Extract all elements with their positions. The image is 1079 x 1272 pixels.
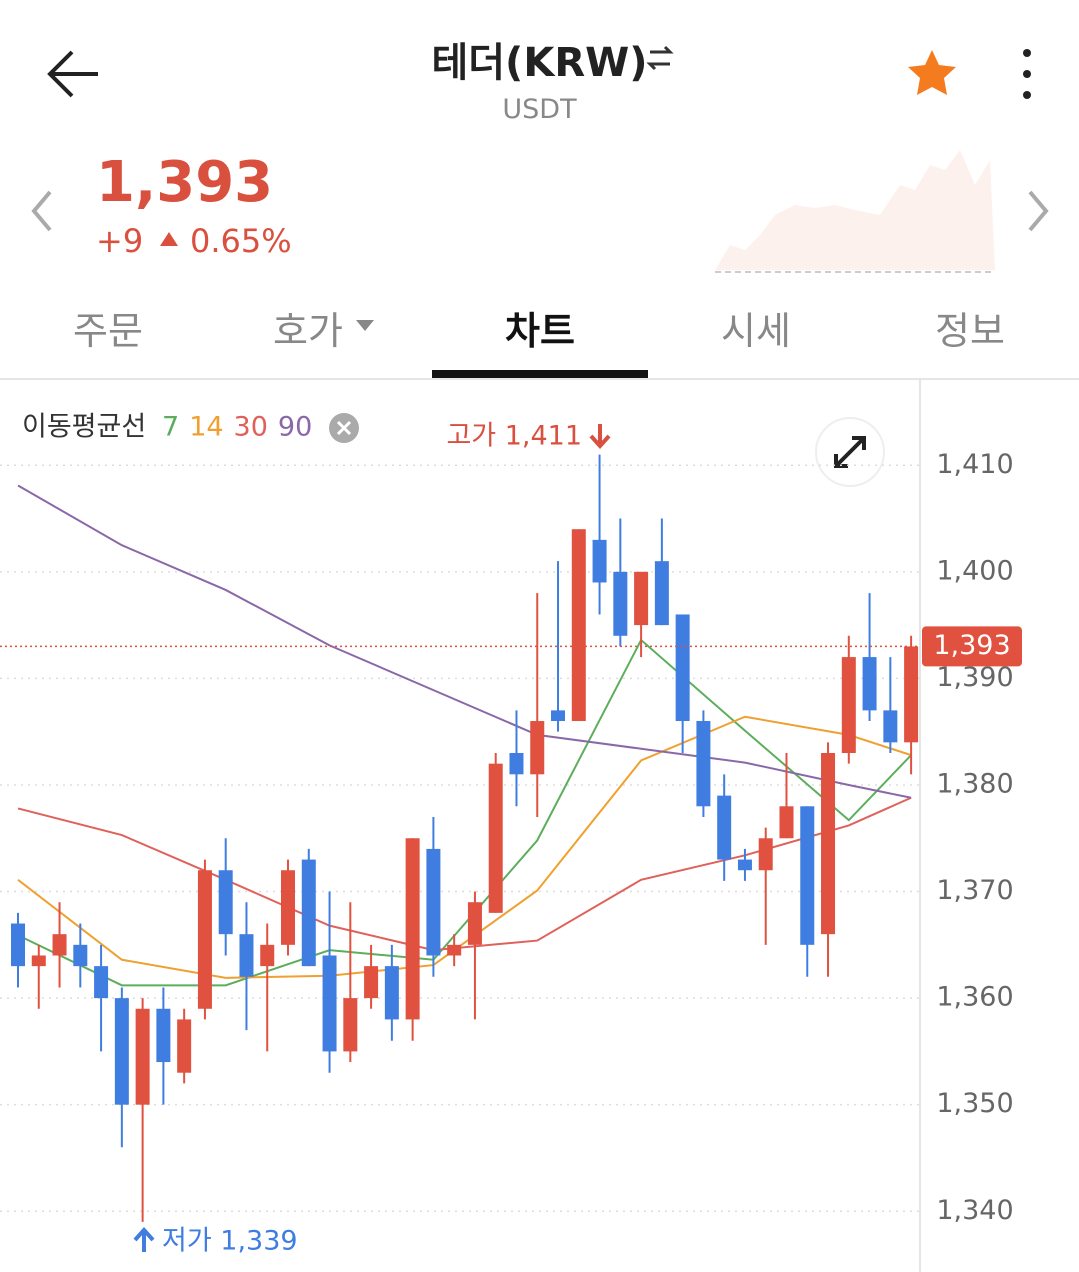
swap-icon[interactable]	[646, 45, 674, 71]
candle-body	[197, 870, 212, 1009]
candle-body	[758, 838, 773, 871]
tab[interactable]: 정보	[935, 309, 1005, 353]
price-change: +9	[96, 222, 144, 260]
candle-body	[530, 721, 545, 775]
low-annotation: 저가 1,339	[162, 1226, 298, 1257]
candle-body	[467, 902, 482, 945]
candle-body	[239, 934, 254, 977]
candle-body	[156, 1008, 171, 1063]
candle-body	[551, 710, 566, 722]
candle-body	[904, 646, 919, 743]
candle-body	[426, 848, 441, 956]
price-change-rate: 0.65%	[190, 222, 292, 260]
last-price-box	[922, 626, 1022, 667]
candle-body	[696, 721, 711, 807]
y-tick-label: 1,410	[936, 449, 1013, 480]
tab[interactable]: 주문	[73, 309, 143, 353]
candle-body	[841, 657, 856, 753]
ma-line	[17, 484, 912, 799]
candle-body	[737, 859, 752, 871]
candle-body	[218, 870, 233, 935]
dropdown-icon	[356, 320, 374, 331]
ma-legend-item: 90	[278, 412, 312, 443]
candle-body	[52, 934, 67, 956]
candle-body	[260, 944, 275, 967]
price: 1,393	[96, 150, 274, 215]
y-tick-label: 1,350	[936, 1088, 1013, 1119]
candle-body	[343, 998, 358, 1052]
sparkline	[715, 150, 995, 270]
candle-body	[654, 561, 669, 626]
candle-body	[301, 859, 316, 967]
candle-body	[11, 923, 25, 967]
candle-body	[779, 806, 794, 839]
menu-button[interactable]	[1023, 49, 1031, 99]
candle-body	[821, 752, 836, 935]
tab[interactable]: 호가	[273, 309, 343, 353]
ma-legend-item: 30	[234, 412, 268, 443]
candle-body	[675, 614, 690, 722]
back-button[interactable]	[47, 50, 98, 98]
tab[interactable]: 시세	[721, 309, 791, 353]
candle-body	[322, 955, 337, 1052]
title: 테더(KRW)	[431, 40, 648, 86]
candle-body	[571, 529, 586, 722]
candle-body	[800, 806, 815, 945]
candle-body	[364, 966, 379, 999]
ma-line	[17, 638, 912, 987]
candle-body	[488, 763, 503, 913]
candle-body	[114, 998, 129, 1105]
up-triangle	[160, 232, 178, 246]
y-tick-label: 1,400	[936, 555, 1013, 586]
active-tab-underline	[432, 370, 648, 378]
y-tick-label: 1,390	[936, 662, 1013, 693]
candle-body	[509, 752, 524, 775]
candle-body	[634, 571, 649, 626]
candle-body	[384, 966, 399, 1020]
subtitle: USDT	[502, 94, 577, 125]
candle-body	[31, 955, 46, 967]
candle-body	[592, 539, 607, 583]
up-arrow	[133, 1227, 155, 1252]
ma-legend-item: 7	[162, 412, 179, 443]
y-tick-label: 1,360	[936, 982, 1013, 1013]
y-tick-label: 1,340	[936, 1195, 1013, 1226]
candle-body	[717, 795, 732, 860]
favorite-star[interactable]	[908, 50, 956, 95]
chart: 이동평균선 고가 1,411 저가 1,339 1,340 1,350 1,360 1…	[0, 380, 1022, 1272]
close-ma-button[interactable]	[329, 413, 359, 443]
down-arrow	[589, 424, 611, 449]
tab-active[interactable]: 차트	[505, 309, 575, 353]
candle-body	[281, 870, 296, 945]
candle-body	[135, 1008, 150, 1105]
header-icons	[0, 45, 1079, 380]
candle-body	[862, 657, 877, 711]
candle-body	[73, 944, 88, 967]
candle-body	[447, 944, 462, 956]
ma-line	[17, 715, 912, 979]
candle-body	[613, 571, 628, 636]
ma-legend-title: 이동평균선	[22, 412, 146, 443]
candle-body	[883, 710, 898, 743]
next-arrow[interactable]	[1028, 190, 1049, 232]
y-tick-label: 1,370	[936, 875, 1013, 906]
prev-arrow[interactable]	[31, 190, 52, 232]
high-annotation: 고가 1,411	[446, 421, 582, 452]
candle-body	[405, 838, 420, 1020]
ma-line	[17, 796, 912, 952]
last-price-label: 1,393	[933, 630, 1010, 661]
ma-legend-item: 14	[189, 412, 223, 443]
candle-body	[94, 966, 109, 999]
expand-button[interactable]	[815, 417, 885, 487]
y-tick-label: 1,380	[936, 768, 1013, 799]
candle-body	[177, 1019, 192, 1073]
